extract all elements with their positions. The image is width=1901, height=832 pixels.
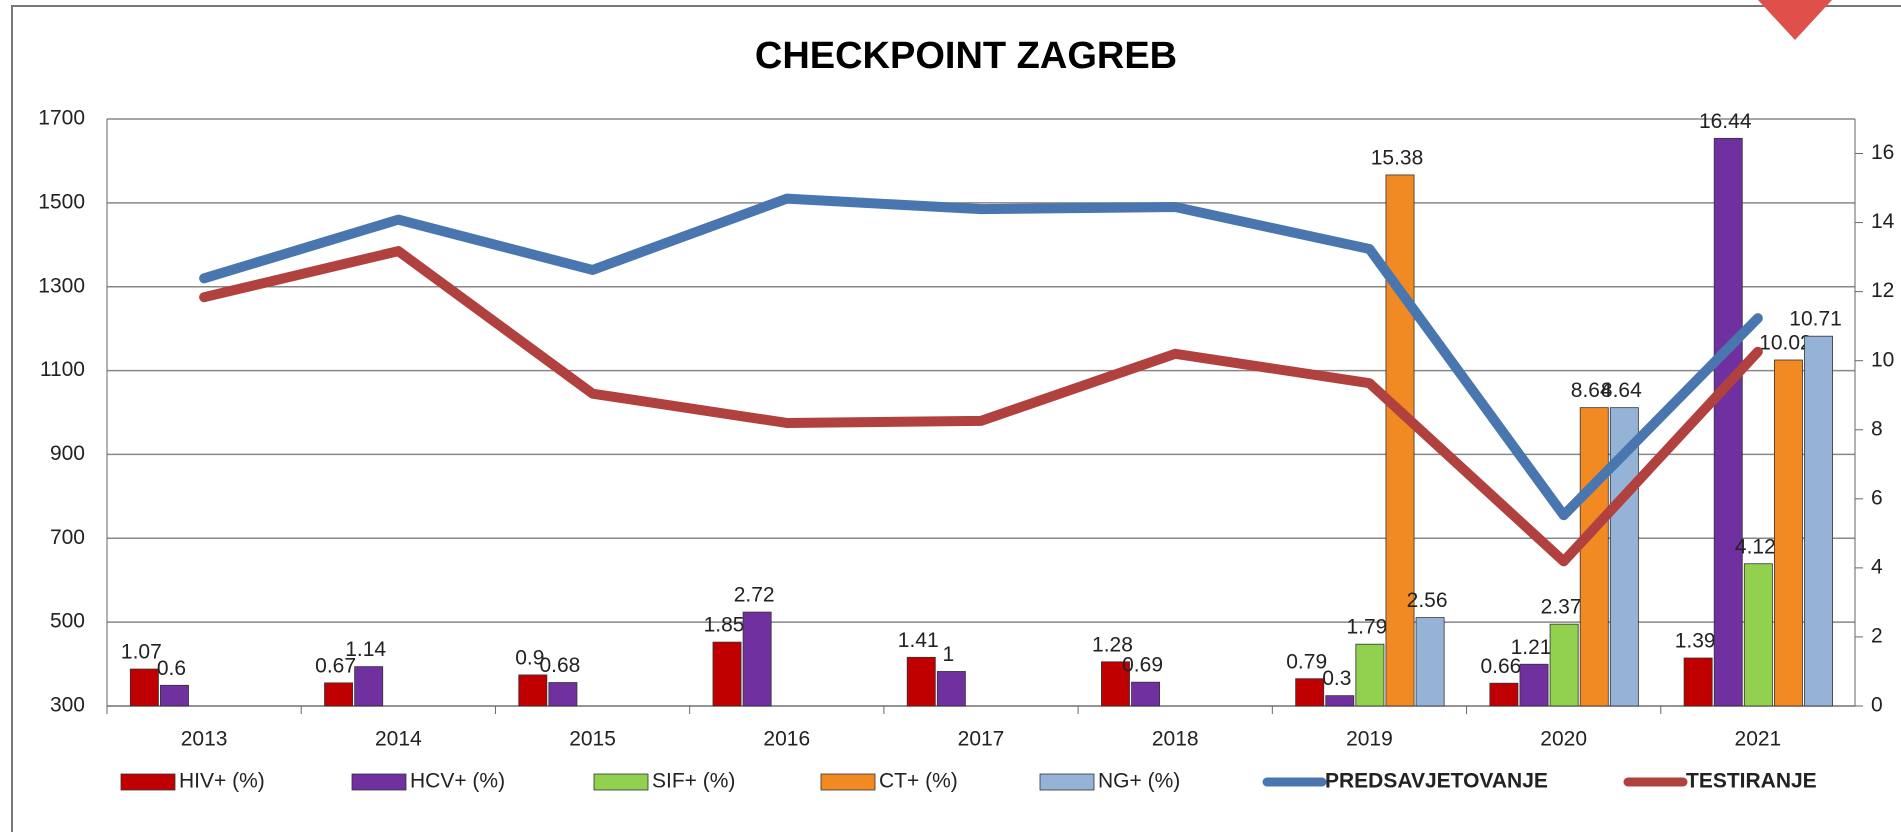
y-tick-label: 700 (50, 526, 85, 549)
data-label: 1.85 (704, 614, 745, 637)
legend-swatch (351, 773, 407, 791)
legend-label: HCV+ (%) (410, 770, 505, 793)
data-label: 1.14 (345, 638, 386, 661)
bar (1519, 663, 1549, 707)
bar (1295, 678, 1325, 707)
data-label: 2.72 (734, 584, 775, 607)
bar (936, 671, 966, 707)
legend-swatch (593, 773, 649, 791)
x-tick-label: 2021 (1735, 728, 1782, 751)
bar (1355, 643, 1385, 707)
legend-label: NG+ (%) (1098, 770, 1180, 793)
legend-swatch (820, 773, 876, 791)
y-tick-label: 1100 (40, 358, 85, 381)
x-tick-label: 2016 (763, 728, 810, 751)
y2-tick-label: 2 (1871, 624, 1883, 647)
bar (1773, 359, 1803, 707)
data-label: 0.66 (1480, 655, 1521, 678)
data-label: 1 (943, 643, 955, 666)
bar (712, 641, 742, 707)
y2-tick-label: 16 (1871, 141, 1894, 164)
bar (1683, 657, 1713, 707)
y2-tick-label: 6 (1871, 486, 1883, 509)
y-tick-label: 500 (50, 610, 85, 633)
data-label: 16.44 (1699, 110, 1752, 133)
bar (129, 668, 159, 707)
chart-title: CHECKPOINT ZAGREB (755, 35, 1177, 77)
legend-label: HIV+ (%) (179, 770, 265, 793)
bar (742, 611, 772, 707)
x-tick-label: 2015 (569, 728, 616, 751)
data-label: 10.02 (1759, 332, 1812, 355)
bar (1415, 617, 1445, 707)
x-tick-label: 2017 (958, 728, 1005, 751)
x-tick-label: 2019 (1346, 728, 1393, 751)
bar (1713, 137, 1743, 707)
y2-tick-label: 14 (1871, 210, 1895, 233)
data-label: 1.39 (1675, 630, 1716, 653)
legend-label: CT+ (%) (879, 770, 958, 793)
data-label: 0.9 (515, 646, 544, 669)
legend-label: PREDSAVJETOVANJE (1325, 770, 1548, 793)
data-label: 1.21 (1511, 636, 1552, 659)
x-tick-label: 2020 (1540, 728, 1587, 751)
line (199, 246, 1763, 567)
y2-tick-label: 8 (1871, 417, 1883, 440)
bar (1743, 563, 1773, 707)
bar (1385, 174, 1415, 707)
bar (1804, 335, 1834, 707)
data-label: 0.79 (1286, 650, 1327, 673)
y2-tick-label: 12 (1871, 279, 1894, 302)
bar (1325, 695, 1355, 707)
bar (518, 674, 548, 707)
data-label: 0.6 (157, 657, 186, 680)
data-label: 0.67 (315, 654, 356, 677)
data-label: 1.07 (121, 641, 162, 664)
y-tick-label: 1700 (38, 107, 85, 130)
line (199, 193, 1763, 521)
data-label: 0.3 (1322, 667, 1351, 690)
x-tick-label: 2013 (181, 728, 228, 751)
y-tick-label: 1300 (38, 274, 85, 297)
chart-frame (11, 5, 1901, 832)
data-label: 10.71 (1789, 308, 1842, 331)
bar (1101, 661, 1130, 707)
data-label: 1.28 (1092, 633, 1133, 656)
data-label: 8.64 (1601, 379, 1642, 402)
data-label: 1.79 (1346, 616, 1387, 639)
legend-swatch (1039, 773, 1095, 791)
bar (906, 656, 936, 707)
bar (1131, 681, 1161, 707)
y2-tick-label: 4 (1871, 555, 1883, 578)
y2-tick-label: 10 (1871, 348, 1894, 371)
data-label: 8.64 (1571, 379, 1612, 402)
data-label: 0.68 (539, 654, 580, 677)
x-tick-label: 2018 (1152, 728, 1199, 751)
data-label: 1.41 (898, 629, 939, 652)
bar (324, 682, 354, 707)
data-label: 15.38 (1371, 146, 1424, 169)
bar (160, 684, 189, 707)
bar (1579, 407, 1609, 707)
bar (1489, 682, 1519, 707)
bar (548, 682, 578, 707)
legend-label: SIF+ (%) (652, 770, 735, 793)
legend-swatch (120, 773, 176, 791)
bar (354, 666, 384, 707)
corner-marker (1758, 0, 1832, 40)
data-label: 0.69 (1122, 654, 1163, 677)
y-tick-label: 300 (50, 694, 85, 717)
legend-label: TESTIRANJE (1686, 770, 1817, 793)
x-tick-label: 2014 (375, 728, 422, 751)
y-tick-label: 900 (50, 442, 85, 465)
data-label: 2.37 (1541, 596, 1582, 619)
data-label: 4.12 (1735, 535, 1776, 558)
y-tick-label: 1500 (38, 190, 85, 213)
data-label: 2.56 (1407, 589, 1448, 612)
y2-tick-label: 0 (1871, 694, 1883, 717)
bar (1549, 623, 1579, 707)
